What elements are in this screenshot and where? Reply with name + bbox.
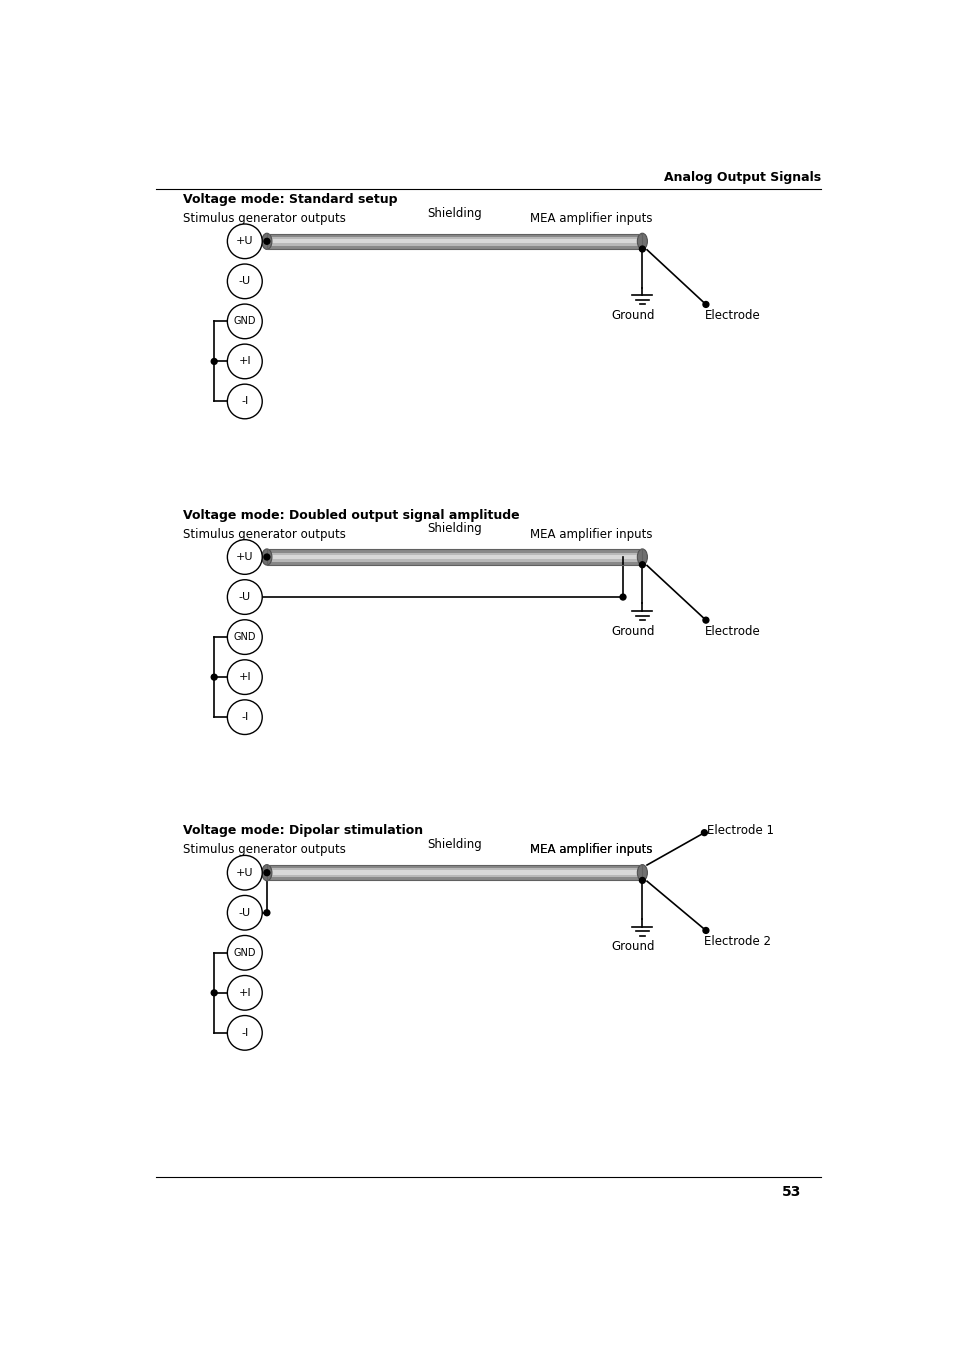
Text: Shielding: Shielding	[427, 522, 481, 536]
Text: 53: 53	[781, 1184, 801, 1199]
Circle shape	[227, 660, 262, 694]
Text: Ground: Ground	[611, 941, 654, 953]
Circle shape	[227, 699, 262, 734]
Bar	[267, 549, 641, 552]
Text: Voltage mode: Doubled output signal amplitude: Voltage mode: Doubled output signal ampl…	[183, 509, 518, 521]
Text: +I: +I	[238, 672, 251, 682]
Circle shape	[639, 878, 644, 883]
Text: -I: -I	[241, 1027, 248, 1038]
Circle shape	[702, 301, 708, 308]
Text: Electrode 1: Electrode 1	[707, 824, 774, 837]
Circle shape	[702, 617, 708, 624]
Circle shape	[227, 540, 262, 574]
Circle shape	[227, 224, 262, 259]
Ellipse shape	[637, 549, 647, 566]
Ellipse shape	[261, 864, 272, 880]
Text: Voltage mode: Standard setup: Voltage mode: Standard setup	[183, 193, 396, 205]
Text: Shielding: Shielding	[427, 207, 481, 220]
Text: Voltage mode: Dipolar stimulation: Voltage mode: Dipolar stimulation	[183, 825, 422, 837]
Text: Electrode 2: Electrode 2	[703, 936, 771, 948]
Text: MEA amplifier inputs: MEA amplifier inputs	[530, 212, 652, 225]
Text: Electrode: Electrode	[703, 309, 760, 323]
Bar	[267, 871, 641, 875]
Circle shape	[227, 1015, 262, 1050]
Circle shape	[264, 910, 270, 915]
Circle shape	[227, 976, 262, 1010]
Text: -I: -I	[241, 713, 248, 722]
Ellipse shape	[261, 234, 272, 250]
Text: +U: +U	[235, 236, 253, 246]
Ellipse shape	[637, 864, 647, 880]
Bar	[267, 865, 641, 880]
Ellipse shape	[637, 234, 647, 250]
Text: MEA amplifier inputs: MEA amplifier inputs	[530, 844, 652, 856]
Text: Stimulus generator outputs: Stimulus generator outputs	[183, 212, 345, 225]
Text: +U: +U	[235, 868, 253, 878]
Text: -U: -U	[238, 593, 251, 602]
Text: +I: +I	[238, 356, 251, 366]
Text: Stimulus generator outputs: Stimulus generator outputs	[183, 844, 345, 856]
Text: Ground: Ground	[611, 625, 654, 637]
Circle shape	[227, 895, 262, 930]
Bar	[267, 234, 641, 238]
Text: Shielding: Shielding	[427, 838, 481, 850]
Bar	[267, 234, 641, 248]
Circle shape	[227, 620, 262, 655]
Text: GND: GND	[233, 948, 255, 957]
Bar	[267, 246, 641, 248]
Text: GND: GND	[233, 632, 255, 643]
Text: GND: GND	[233, 316, 255, 327]
Bar	[267, 549, 641, 564]
Bar	[267, 239, 641, 243]
Circle shape	[639, 246, 644, 252]
Circle shape	[264, 239, 270, 244]
Ellipse shape	[261, 549, 272, 566]
Bar	[267, 865, 641, 868]
Circle shape	[227, 344, 262, 379]
Bar	[267, 878, 641, 880]
Circle shape	[227, 265, 262, 298]
Bar	[267, 549, 641, 564]
Circle shape	[227, 304, 262, 339]
Bar	[267, 555, 641, 559]
Bar	[267, 234, 641, 248]
Text: Analog Output Signals: Analog Output Signals	[663, 170, 821, 184]
Text: Stimulus generator outputs: Stimulus generator outputs	[183, 528, 345, 541]
Text: -U: -U	[238, 277, 251, 286]
Text: MEA amplifier inputs: MEA amplifier inputs	[530, 528, 652, 541]
Circle shape	[702, 927, 708, 933]
Text: Electrode: Electrode	[703, 625, 760, 637]
Circle shape	[211, 359, 217, 364]
Circle shape	[211, 674, 217, 680]
Text: -U: -U	[238, 907, 251, 918]
Circle shape	[619, 594, 625, 599]
Circle shape	[227, 936, 262, 971]
Bar	[267, 562, 641, 564]
Circle shape	[639, 562, 644, 567]
Circle shape	[264, 869, 270, 876]
Text: +I: +I	[238, 988, 251, 998]
Circle shape	[211, 990, 217, 996]
Text: +U: +U	[235, 552, 253, 562]
Text: -I: -I	[241, 397, 248, 406]
Circle shape	[227, 579, 262, 614]
Circle shape	[264, 554, 270, 560]
Circle shape	[227, 385, 262, 418]
Bar	[267, 865, 641, 880]
Text: MEA amplifier inputs: MEA amplifier inputs	[530, 844, 652, 856]
Text: Ground: Ground	[611, 309, 654, 323]
Circle shape	[700, 830, 706, 836]
Circle shape	[227, 856, 262, 890]
